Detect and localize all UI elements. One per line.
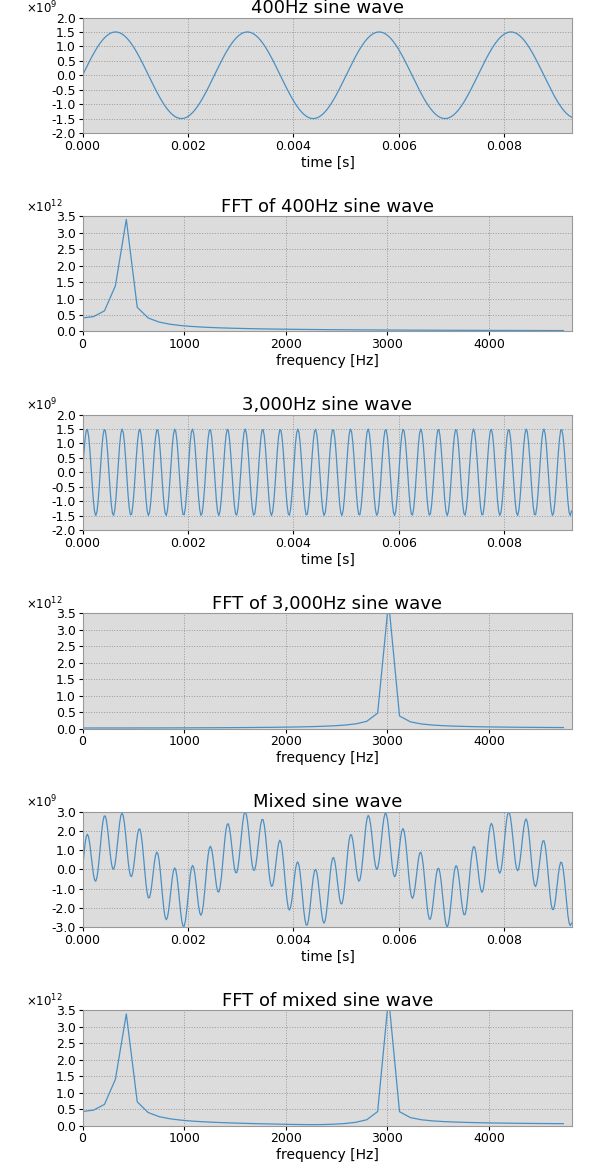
X-axis label: frequency [Hz]: frequency [Hz]	[276, 355, 379, 369]
Text: $\times10^{12}$: $\times10^{12}$	[27, 596, 63, 612]
X-axis label: frequency [Hz]: frequency [Hz]	[276, 1148, 379, 1162]
Text: $\times10^{9}$: $\times10^{9}$	[27, 794, 58, 811]
Title: 3,000Hz sine wave: 3,000Hz sine wave	[242, 397, 412, 414]
Text: $\times10^{9}$: $\times10^{9}$	[27, 397, 58, 413]
Text: $\times10^{12}$: $\times10^{12}$	[27, 198, 63, 215]
Title: FFT of 3,000Hz sine wave: FFT of 3,000Hz sine wave	[212, 594, 442, 613]
X-axis label: time [s]: time [s]	[300, 950, 355, 964]
Title: FFT of 400Hz sine wave: FFT of 400Hz sine wave	[221, 198, 434, 216]
Title: 400Hz sine wave: 400Hz sine wave	[251, 0, 404, 18]
Text: $\times10^{9}$: $\times10^{9}$	[27, 0, 58, 16]
Title: FFT of mixed sine wave: FFT of mixed sine wave	[222, 992, 433, 1010]
Title: Mixed sine wave: Mixed sine wave	[253, 793, 402, 812]
X-axis label: frequency [Hz]: frequency [Hz]	[276, 751, 379, 765]
Text: $\times10^{12}$: $\times10^{12}$	[27, 992, 63, 1009]
X-axis label: time [s]: time [s]	[300, 552, 355, 566]
X-axis label: time [s]: time [s]	[300, 156, 355, 170]
